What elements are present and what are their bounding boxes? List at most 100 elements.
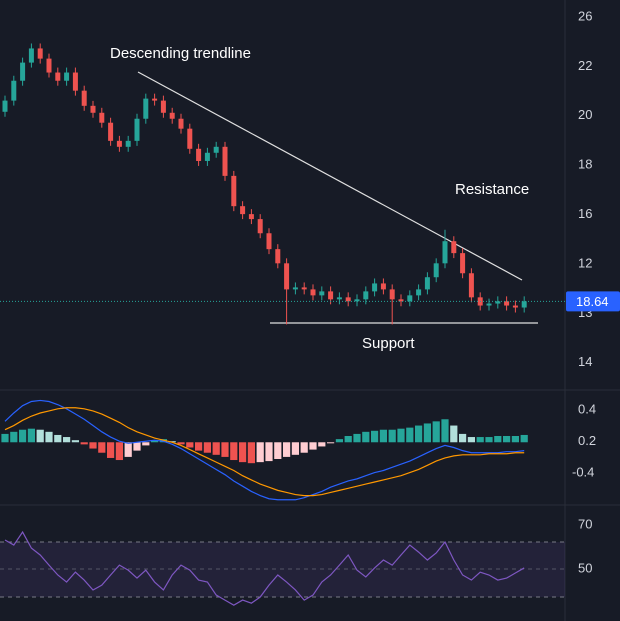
annotation: Descending trendline xyxy=(110,45,251,62)
candle-body xyxy=(266,233,272,250)
histogram-bar xyxy=(335,439,343,443)
candle-body xyxy=(407,295,413,302)
annotation: Support xyxy=(362,335,415,352)
candle-body xyxy=(240,206,246,215)
histogram-bar xyxy=(265,442,273,462)
histogram-bar xyxy=(362,431,370,443)
histogram-bar xyxy=(397,428,405,443)
histogram-bar xyxy=(19,429,27,443)
candle-body xyxy=(143,98,149,119)
histogram-bar xyxy=(441,419,449,443)
histogram-bar xyxy=(511,436,519,443)
histogram-bar xyxy=(494,436,502,443)
candle-body xyxy=(521,301,527,308)
candle-body xyxy=(152,98,158,101)
y-tick-label: 50 xyxy=(578,560,592,575)
last-price-box xyxy=(566,291,620,312)
candle-body xyxy=(134,118,140,141)
candle-body xyxy=(20,62,26,81)
candle-body xyxy=(169,112,175,119)
indicator-line xyxy=(4,399,525,501)
histogram-bar xyxy=(415,425,423,443)
histogram-bar xyxy=(485,437,493,443)
candle-body xyxy=(345,297,351,302)
y-tick-label: 12 xyxy=(578,255,592,270)
histogram-bar xyxy=(274,442,282,459)
y-tick-label: 26 xyxy=(578,8,592,23)
candle-body xyxy=(512,305,518,308)
candle-body xyxy=(486,303,492,306)
candle-body xyxy=(72,72,78,91)
histogram-bar xyxy=(379,429,387,443)
histogram-bar xyxy=(107,442,115,458)
histogram-bar xyxy=(476,437,484,443)
last-price-label: 18.64 xyxy=(576,294,609,309)
candle-body xyxy=(231,175,237,207)
histogram-bar xyxy=(133,442,141,451)
candle-body xyxy=(222,146,228,176)
histogram-bar xyxy=(230,442,238,461)
histogram-bar xyxy=(54,434,62,443)
histogram-bar xyxy=(63,437,71,443)
histogram-bar xyxy=(520,434,528,443)
candle-body xyxy=(354,299,360,302)
rsi-line xyxy=(4,530,525,606)
candle-body xyxy=(248,214,254,220)
candle-body xyxy=(504,301,510,306)
y-tick-label: 0.4 xyxy=(578,401,596,416)
candle-body xyxy=(90,105,96,113)
histogram-bar xyxy=(371,430,379,443)
histogram-bar xyxy=(283,442,291,457)
candle-body xyxy=(336,297,342,300)
candle-body xyxy=(46,58,52,73)
y-tick-label: 22 xyxy=(578,58,592,73)
histogram-bar xyxy=(212,442,220,455)
candle-body xyxy=(125,140,131,147)
histogram-bar xyxy=(10,431,18,443)
candle-body xyxy=(213,146,219,153)
histogram-bar xyxy=(98,442,106,453)
histogram-bar xyxy=(256,442,264,463)
candle-body xyxy=(257,219,263,234)
histogram-bar xyxy=(27,428,35,443)
candle-body xyxy=(363,291,369,300)
histogram-bar xyxy=(318,442,326,447)
candle-body xyxy=(196,148,202,161)
candle-body xyxy=(442,241,448,264)
histogram-bar xyxy=(36,429,44,443)
candle-body xyxy=(495,301,501,304)
annotation: Resistance xyxy=(455,181,529,198)
candle-body xyxy=(11,80,17,101)
y-tick-label: 70 xyxy=(578,516,592,531)
histogram-bar xyxy=(186,442,194,448)
histogram-bar xyxy=(71,440,79,443)
candle-body xyxy=(187,128,193,149)
candle-body xyxy=(160,100,166,113)
candle-body xyxy=(433,263,439,278)
candle-body xyxy=(2,100,8,112)
y-tick-label: -0.4 xyxy=(572,464,594,479)
candle-body xyxy=(116,140,122,147)
candle-body xyxy=(372,283,378,292)
candle-body xyxy=(81,90,87,106)
candle-body xyxy=(310,289,316,296)
histogram-bar xyxy=(177,442,185,445)
candle-body xyxy=(319,291,325,296)
candle-body xyxy=(416,289,422,296)
candle-body xyxy=(460,253,466,274)
histogram-bar xyxy=(388,429,396,443)
indicator-line xyxy=(4,407,525,497)
trendline xyxy=(137,71,523,281)
histogram-bar xyxy=(291,442,299,455)
histogram-bar xyxy=(89,442,97,449)
candle-body xyxy=(204,152,210,161)
histogram-bar xyxy=(353,433,361,443)
histogram-bar xyxy=(221,442,229,457)
candle-body xyxy=(424,277,430,290)
histogram-bar xyxy=(423,423,431,443)
histogram-bar xyxy=(406,427,414,443)
histogram-bar xyxy=(503,436,511,443)
histogram-bar xyxy=(115,442,123,461)
